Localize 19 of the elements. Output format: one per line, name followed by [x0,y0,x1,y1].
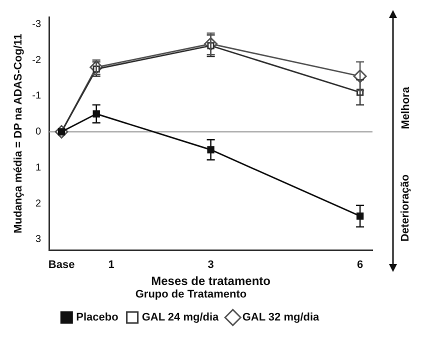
x-axis-title: Meses de tratamento [151,274,270,288]
y-tick-label: 3 [36,234,42,246]
y-tick-label: 2 [36,198,42,210]
y-tick-label: -2 [32,54,42,66]
y-tick-label: -3 [32,18,42,30]
x-tick-label: 3 [208,258,214,271]
legend-title: Grupo de Tratamento [135,288,247,300]
x-tick-label: 6 [357,258,364,271]
text: Melhora [400,86,412,130]
y-tick-label: -1 [32,90,42,102]
legend-label: GAL 32 mg/dia [242,312,320,324]
legend-label: GAL 24 mg/dia [142,312,220,324]
legend-label: Placebo [76,312,119,324]
x-tick-label: Base [48,258,75,271]
x-tick-label: 1 [108,258,114,271]
y-tick-label: 0 [36,126,42,138]
text: Deterioração [400,174,412,242]
y-axis-title: Mudança média = DP na ADAS-Cog/11 [12,34,25,234]
y-tick-label: 1 [36,162,42,174]
